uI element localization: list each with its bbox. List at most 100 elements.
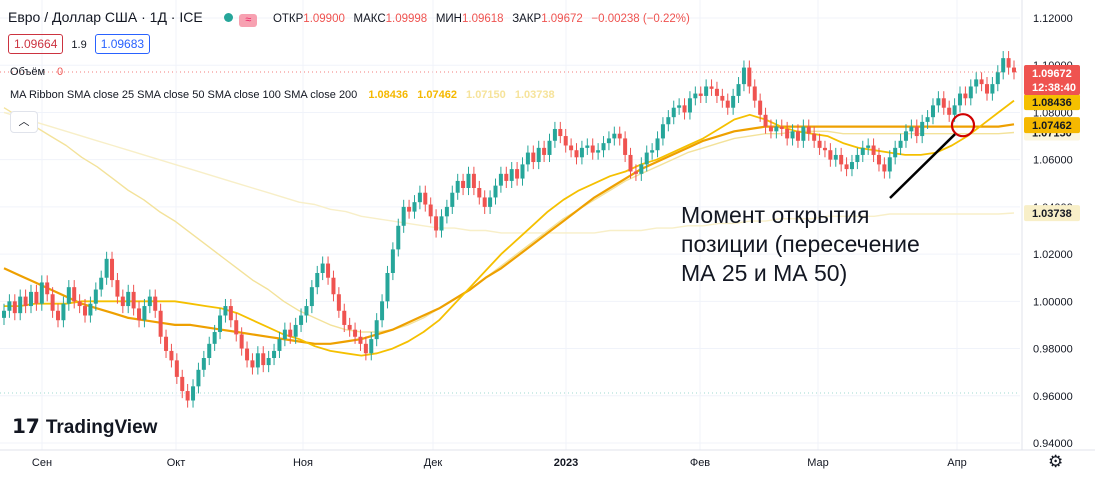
candle-body [779,126,784,129]
ma100-value: 1.07150 [466,89,506,101]
price-tick-label: 0.98000 [1033,344,1073,356]
volume-value: 0 [57,66,64,78]
candle-body [88,303,93,316]
candle-body [498,173,503,186]
ma-ribbon [3,99,1015,357]
candle-body [164,336,169,351]
ma50-axis-label: 1.07462 [1032,120,1072,132]
tv-logo-icon: 𝟭𝟳 [12,416,40,438]
candle-body [466,173,471,188]
candle-body [758,100,763,115]
candle-body [482,197,487,207]
candle-body [126,291,131,307]
candle-body [844,164,849,170]
candle-body [320,263,325,273]
candle-body [417,192,422,203]
candle-body [255,353,260,368]
candle-body [585,145,590,148]
candle-body [574,150,579,158]
tradingview-logo[interactable]: 𝟭𝟳 TradingView [12,414,157,439]
time-axis[interactable]: Сен Окт Ноя Дек 2023 Фев Мар Апр [0,449,1095,469]
candle-body [876,154,881,165]
candle-body [531,152,536,163]
indicator-label: MA Ribbon SMA close 25 SMA close 50 SMA … [10,89,358,101]
ma50-axis-label-bg [1024,117,1080,134]
candle-body [990,84,995,94]
spread-value: 1.9 [71,39,87,51]
candle-body [439,216,444,231]
candle-body [795,131,800,141]
candles [2,51,1016,408]
candle-body [104,258,109,278]
candle-body [180,376,185,392]
candle-body [93,289,98,304]
candle-body [785,128,790,139]
volume-label: Объём [10,66,46,78]
candle-body [974,79,979,87]
candle-body [898,140,903,148]
time-tick-label: Мар [807,457,829,469]
candle-body [444,206,449,217]
candle-body [671,107,676,118]
candle-body [450,192,455,207]
candle-body [131,291,136,309]
candle-body [147,296,152,307]
candle-body [385,273,390,302]
ma200-line [3,111,1015,234]
candle-body [947,107,952,115]
candle-body [914,126,919,137]
candle-body [169,350,174,361]
chevron-up-icon[interactable]: ︿ [10,111,38,133]
price-tick-label: 1.06000 [1033,155,1073,167]
candle-body [18,296,23,314]
candle-body [153,296,158,311]
indicator-legend[interactable]: MA Ribbon SMA close 25 SMA close 50 SMA … [10,89,555,101]
symbol-title[interactable]: Евро / Доллар США · 1Д · ICE [8,9,203,25]
candle-body [7,301,12,311]
high-label: МАКС [353,13,386,25]
candle-body [957,93,962,106]
gear-icon[interactable]: ⚙ [1048,452,1064,471]
candle-body [137,308,142,321]
candle-body [1001,58,1006,73]
candle-body [423,192,428,205]
candle-body [693,93,698,99]
market-icon: ≈ [239,14,258,27]
axis-price-labels: 1.037381.071501.074621.084361.0967212:38… [1024,64,1080,222]
candle-body [207,343,212,358]
buy-button[interactable]: 1.09683 [94,34,151,54]
candle-body [83,306,88,316]
candle-body [185,391,190,401]
ma25-axis-label: 1.08436 [1032,97,1072,109]
sell-button[interactable]: 1.09664 [8,34,64,54]
last-price-label: 1.09672 [1032,68,1072,80]
candle-body [768,126,773,132]
candle-body [455,180,460,193]
candle-body [774,126,779,132]
candle-body [488,197,493,207]
candle-body [563,136,568,146]
candle-body [407,206,412,212]
price-tick-label: 1.02000 [1033,249,1073,261]
volume-legend[interactable]: Объём 0 [10,66,63,78]
ma200-axis-label-bg [1024,205,1080,222]
candle-body [547,140,552,155]
candle-body [477,188,482,198]
candle-body [612,133,617,139]
annotation-line: МА 25 и МА 50) [681,260,848,286]
candle-body [666,117,671,125]
candle-body [428,204,433,217]
quote-panel: 1.09664 1.9 1.09683 [8,34,151,54]
candle-body [45,282,50,295]
candle-body [61,303,66,321]
candle-body [909,126,914,132]
candle-body [806,126,811,134]
candle-body [142,306,147,321]
candle-body [731,95,736,108]
candle-body [968,86,973,99]
candle-body [218,315,223,333]
annotation-overlay [889,113,976,199]
ma50-value: 1.07462 [417,89,457,101]
candle-body [363,343,368,354]
